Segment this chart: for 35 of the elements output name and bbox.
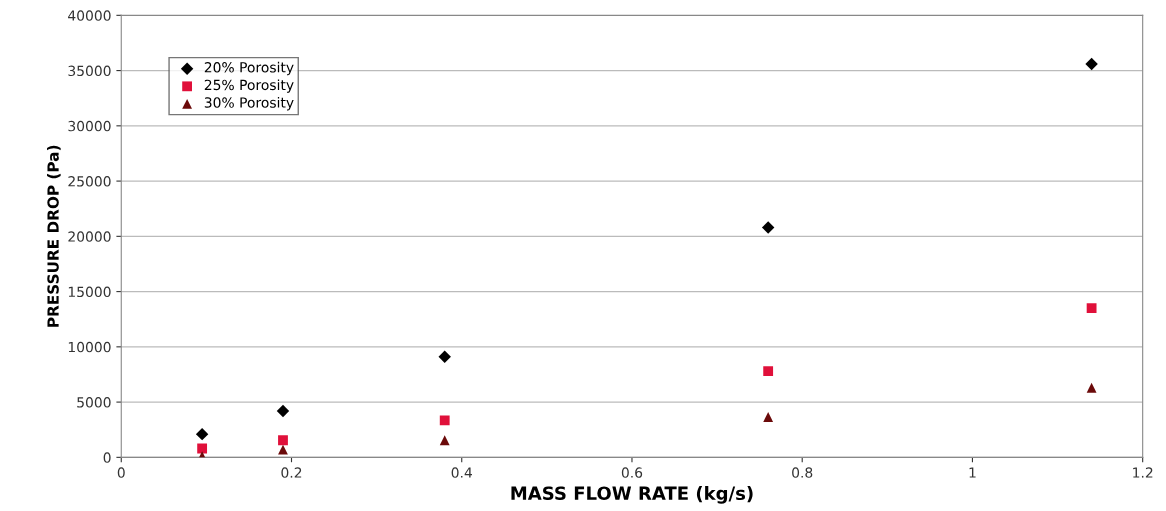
point — [197, 443, 208, 454]
point — [439, 415, 450, 426]
point — [195, 427, 209, 441]
x-tick-label: 1 — [969, 467, 976, 478]
x-tick-label: 0.2 — [281, 467, 302, 478]
point — [276, 404, 290, 418]
y-tick-label: 40000 — [68, 10, 111, 21]
point — [761, 221, 775, 234]
point — [439, 435, 450, 446]
x-tick-label: 0.6 — [621, 467, 643, 478]
legend-label: 25% Porosity — [204, 79, 294, 93]
x-tick-label: 0.8 — [792, 467, 813, 478]
y-axis-title: PRESSURE DROP (Pa) — [47, 145, 61, 327]
y-tick-label: 35000 — [68, 65, 111, 77]
point — [1086, 382, 1097, 393]
y-tick-label: 0 — [103, 452, 111, 463]
x-tick-label: 1.2 — [1133, 467, 1153, 478]
point — [763, 366, 774, 377]
y-tick-label: 30000 — [68, 120, 111, 132]
x-tick-label: 0 — [117, 467, 125, 478]
x-axis-title: MASS FLOW RATE (kg/s) — [511, 486, 753, 504]
y-tick-label: 20000 — [68, 231, 111, 242]
point — [278, 444, 288, 455]
point — [763, 412, 774, 422]
point — [278, 435, 288, 446]
y-tick-label: 10000 — [68, 341, 111, 353]
legend-label: 30% Porosity — [204, 97, 294, 111]
y-tick-label: 15000 — [68, 286, 111, 298]
point — [1086, 303, 1097, 314]
point — [1085, 57, 1098, 71]
legend-label: 20% Porosity — [204, 61, 294, 76]
point — [438, 350, 451, 363]
y-tick-label: 5000 — [77, 397, 111, 408]
y-tick-label: 25000 — [68, 176, 111, 187]
x-tick-label: 0.4 — [451, 467, 472, 478]
